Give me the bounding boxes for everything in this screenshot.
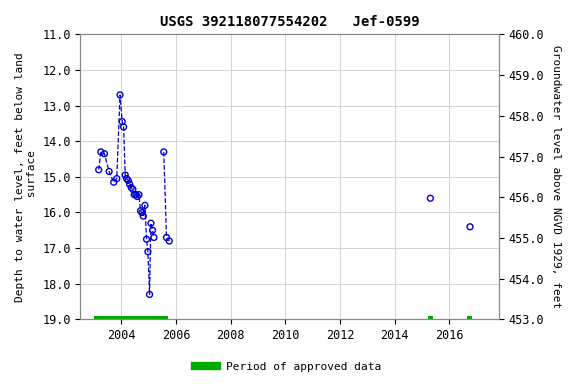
Point [165, 238, 174, 244]
Point [162, 234, 171, 240]
Point [122, 175, 131, 182]
Point [145, 291, 154, 298]
Point [136, 208, 145, 214]
Point [149, 234, 158, 240]
Bar [428, 316, 433, 323]
Point [94, 167, 103, 173]
Point [142, 236, 151, 242]
Point [128, 186, 138, 192]
Point [159, 149, 168, 155]
Point [130, 192, 139, 198]
Point [124, 177, 133, 184]
Point [143, 248, 153, 255]
Title: USGS 392118077554202   Jef-0599: USGS 392118077554202 Jef-0599 [160, 15, 419, 29]
Bar [94, 316, 168, 323]
Point [109, 179, 118, 185]
Point [112, 175, 122, 182]
Point [465, 223, 475, 230]
Point [120, 172, 130, 178]
Point [96, 149, 105, 155]
Point [148, 227, 157, 233]
Point [127, 184, 136, 190]
Point [134, 192, 143, 198]
Point [426, 195, 435, 201]
Point [146, 220, 156, 226]
Bar [467, 316, 472, 323]
Y-axis label: Depth to water level, feet below land
 surface: Depth to water level, feet below land su… [15, 52, 37, 302]
Point [100, 151, 109, 157]
Point [139, 213, 148, 219]
Point [125, 181, 134, 187]
Point [115, 92, 124, 98]
Point [119, 124, 128, 130]
Point [137, 209, 146, 215]
Point [132, 194, 142, 200]
Point [141, 202, 150, 209]
Point [131, 192, 141, 198]
Y-axis label: Groundwater level above NGVD 1929, feet: Groundwater level above NGVD 1929, feet [551, 45, 561, 308]
Legend: Period of approved data: Period of approved data [191, 358, 385, 377]
Point [104, 169, 113, 175]
Point [118, 119, 127, 125]
